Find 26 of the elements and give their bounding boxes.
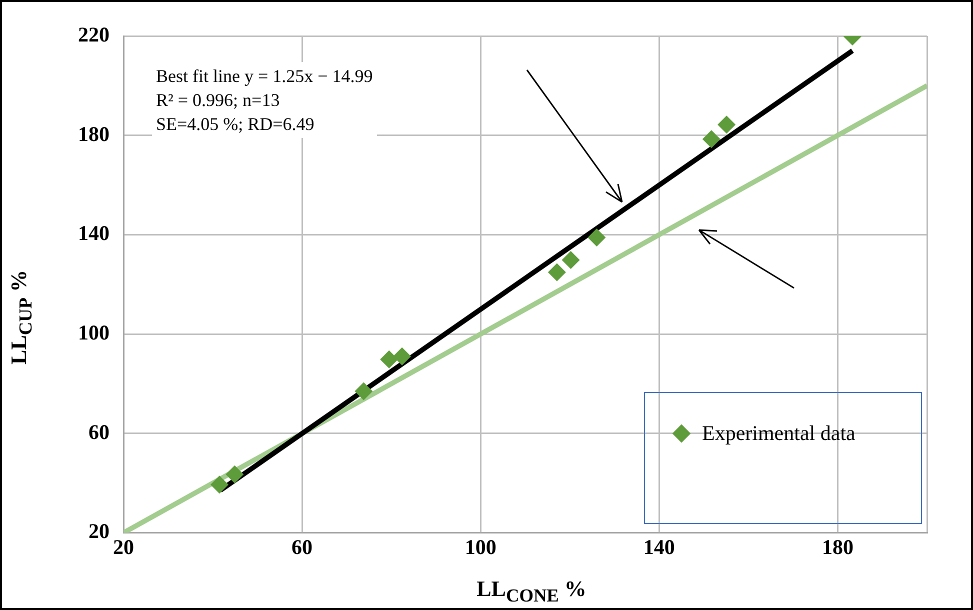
point — [354, 382, 373, 400]
point — [226, 465, 244, 484]
point — [702, 130, 720, 148]
y-tick-label: 60 — [88, 420, 110, 444]
x-tick-label: 140 — [643, 534, 675, 559]
x-tick-label: 100 — [464, 534, 496, 559]
point — [210, 476, 228, 494]
y-tick-label: 100 — [78, 320, 110, 344]
point — [562, 251, 580, 270]
y-tick-label: 180 — [78, 122, 110, 146]
point — [393, 347, 412, 366]
annotation: R² = 0.996; n=13 — [156, 89, 281, 112]
x-tick-label: 20 — [113, 534, 134, 559]
x-axis-title: LL$_{CONE}$ % — [476, 576, 588, 606]
point — [548, 263, 566, 282]
point — [588, 228, 606, 246]
point — [380, 350, 398, 368]
y-tick-label: 20 — [88, 519, 110, 544]
y-tick-label: 140 — [78, 221, 110, 246]
annotation: SE=4.05 %; RD=6.49 — [156, 113, 316, 136]
legend-label: Experimental data — [702, 421, 856, 446]
annotation: Best fit line y = 1.25x − 14.99 — [156, 65, 373, 88]
x-tick-label: 180 — [822, 534, 854, 559]
y-tick-label: 220 — [78, 22, 110, 46]
point — [718, 116, 736, 134]
x-tick-label: 60 — [292, 534, 313, 559]
